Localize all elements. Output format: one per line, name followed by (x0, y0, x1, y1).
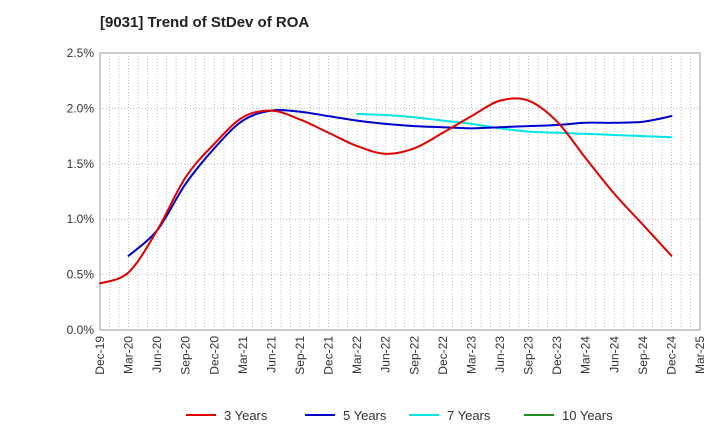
series-lines (99, 97, 673, 285)
x-tick-label: Mar-20 (122, 336, 136, 374)
x-tick-label: Jun-20 (150, 336, 164, 373)
x-tick-label: Sep-22 (407, 336, 421, 375)
x-tick-label: Sep-20 (179, 336, 193, 375)
x-tick-label: Dec-20 (207, 336, 221, 375)
series-line-5-years (127, 109, 673, 257)
x-tick-label: Mar-25 (693, 336, 707, 374)
x-tick-label: Mar-24 (579, 336, 593, 374)
x-tick-label: Jun-22 (379, 336, 393, 373)
legend-label-5-years: 5 Years (343, 408, 387, 423)
x-tick-label: Sep-23 (522, 336, 536, 375)
y-tick-label: 1.0% (67, 212, 95, 226)
axes: 0.0% 0.5% 1.0% 1.5% 2.0% 2.5% Dec-19 Mar-20 Jun-… (67, 46, 707, 375)
x-tick-label: Dec-22 (436, 336, 450, 375)
chart-title: [9031] Trend of StDev of ROA (100, 14, 310, 31)
y-tick-label: 2.5% (67, 46, 95, 60)
x-tick-label: Jun-24 (607, 336, 621, 373)
y-tick-label: 0.0% (67, 323, 95, 337)
plot-area (99, 52, 701, 331)
legend-label-3-years: 3 Years (224, 408, 268, 423)
series-line-3-years (99, 97, 673, 285)
x-tick-label: Sep-21 (293, 336, 307, 375)
y-tick-label: 0.5% (67, 268, 95, 282)
legend: 3 Years 5 Years 7 Years 10 Years (186, 408, 613, 423)
y-tick-label: 1.5% (67, 157, 95, 171)
x-tick-label: Dec-23 (550, 336, 564, 375)
x-tick-label: Mar-21 (236, 336, 250, 374)
x-tick-label: Mar-23 (464, 336, 478, 374)
x-tick-label: Sep-24 (636, 336, 650, 375)
legend-label-7-years: 7 Years (447, 408, 491, 423)
series-line-7-years (356, 112, 673, 139)
y-tick-label: 2.0% (67, 101, 95, 115)
x-tick-label: Jun-23 (493, 336, 507, 373)
x-tick-label: Dec-24 (664, 336, 678, 375)
x-tick-label: Dec-19 (93, 336, 107, 375)
legend-label-10-years: 10 Years (562, 408, 613, 423)
grid (100, 53, 700, 330)
x-tick-label: Jun-21 (264, 336, 278, 373)
x-tick-label: Mar-22 (350, 336, 364, 374)
x-tick-label: Dec-21 (322, 336, 336, 375)
